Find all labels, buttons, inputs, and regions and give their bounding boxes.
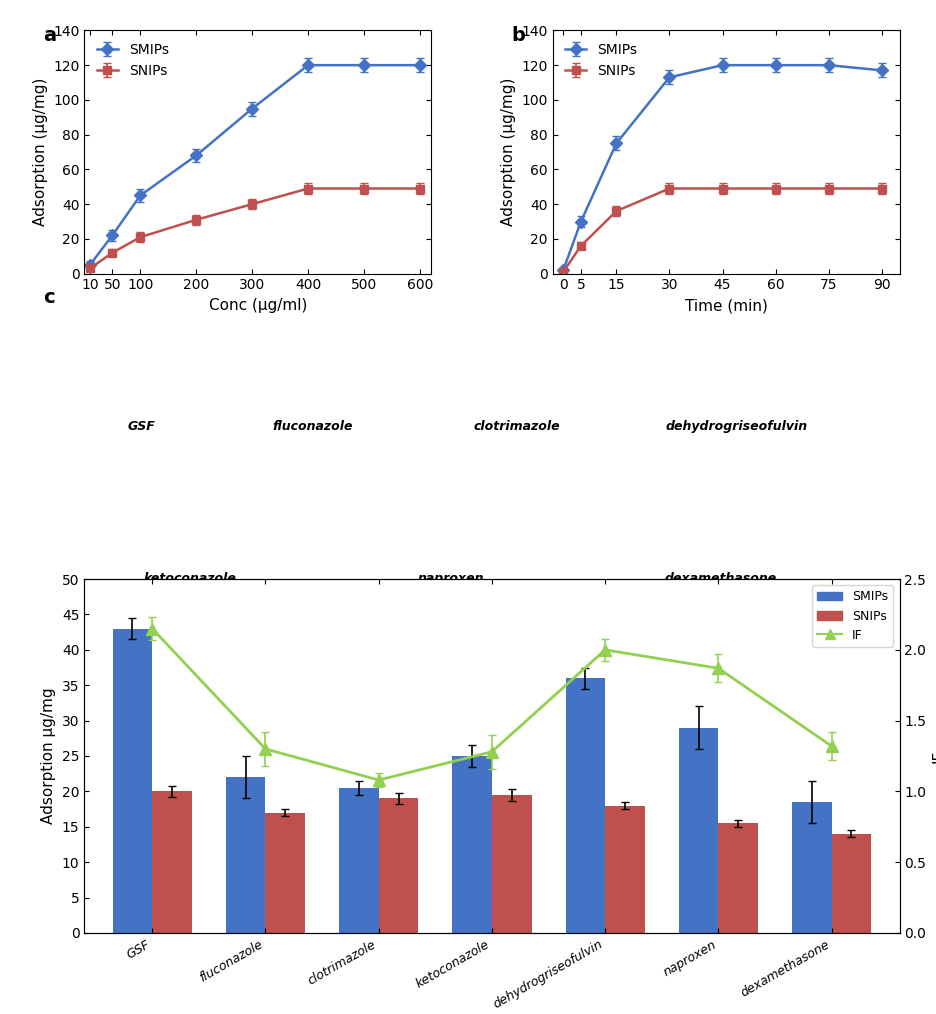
Y-axis label: IF: IF xyxy=(931,749,936,763)
Legend: SMIPs, SNIPs: SMIPs, SNIPs xyxy=(91,38,174,83)
Bar xyxy=(565,678,605,933)
Bar xyxy=(678,728,718,933)
Bar xyxy=(491,795,531,933)
Text: naproxen: naproxen xyxy=(417,572,484,585)
Bar xyxy=(265,812,305,933)
X-axis label: Conc (μg/ml): Conc (μg/ml) xyxy=(209,298,307,313)
Text: dexamethasone: dexamethasone xyxy=(664,572,775,585)
Text: GSF: GSF xyxy=(127,420,155,433)
Bar xyxy=(718,823,757,933)
Text: dehydrogriseofulvin: dehydrogriseofulvin xyxy=(665,420,807,433)
Text: ketoconazole: ketoconazole xyxy=(144,572,237,585)
Bar xyxy=(112,629,152,933)
Text: b: b xyxy=(510,25,524,45)
Y-axis label: Adsorption (μg/mg): Adsorption (μg/mg) xyxy=(33,78,48,226)
Text: c: c xyxy=(43,288,55,307)
Bar xyxy=(452,756,491,933)
Bar xyxy=(378,798,417,933)
Bar xyxy=(831,834,870,933)
Text: fluconazole: fluconazole xyxy=(272,420,353,433)
Bar xyxy=(791,802,831,933)
Legend: SMIPs, SNIPs, IF: SMIPs, SNIPs, IF xyxy=(812,585,892,647)
Y-axis label: Adsorption (μg/mg): Adsorption (μg/mg) xyxy=(501,78,516,226)
Text: a: a xyxy=(43,25,56,45)
Bar xyxy=(339,788,378,933)
Bar xyxy=(152,791,192,933)
Legend: SMIPs, SNIPs: SMIPs, SNIPs xyxy=(559,38,642,83)
Text: clotrimazole: clotrimazole xyxy=(473,420,559,433)
X-axis label: Time (min): Time (min) xyxy=(684,298,767,313)
Bar xyxy=(226,777,265,933)
Y-axis label: Adsorption μg/mg: Adsorption μg/mg xyxy=(41,687,56,824)
Bar xyxy=(605,805,644,933)
